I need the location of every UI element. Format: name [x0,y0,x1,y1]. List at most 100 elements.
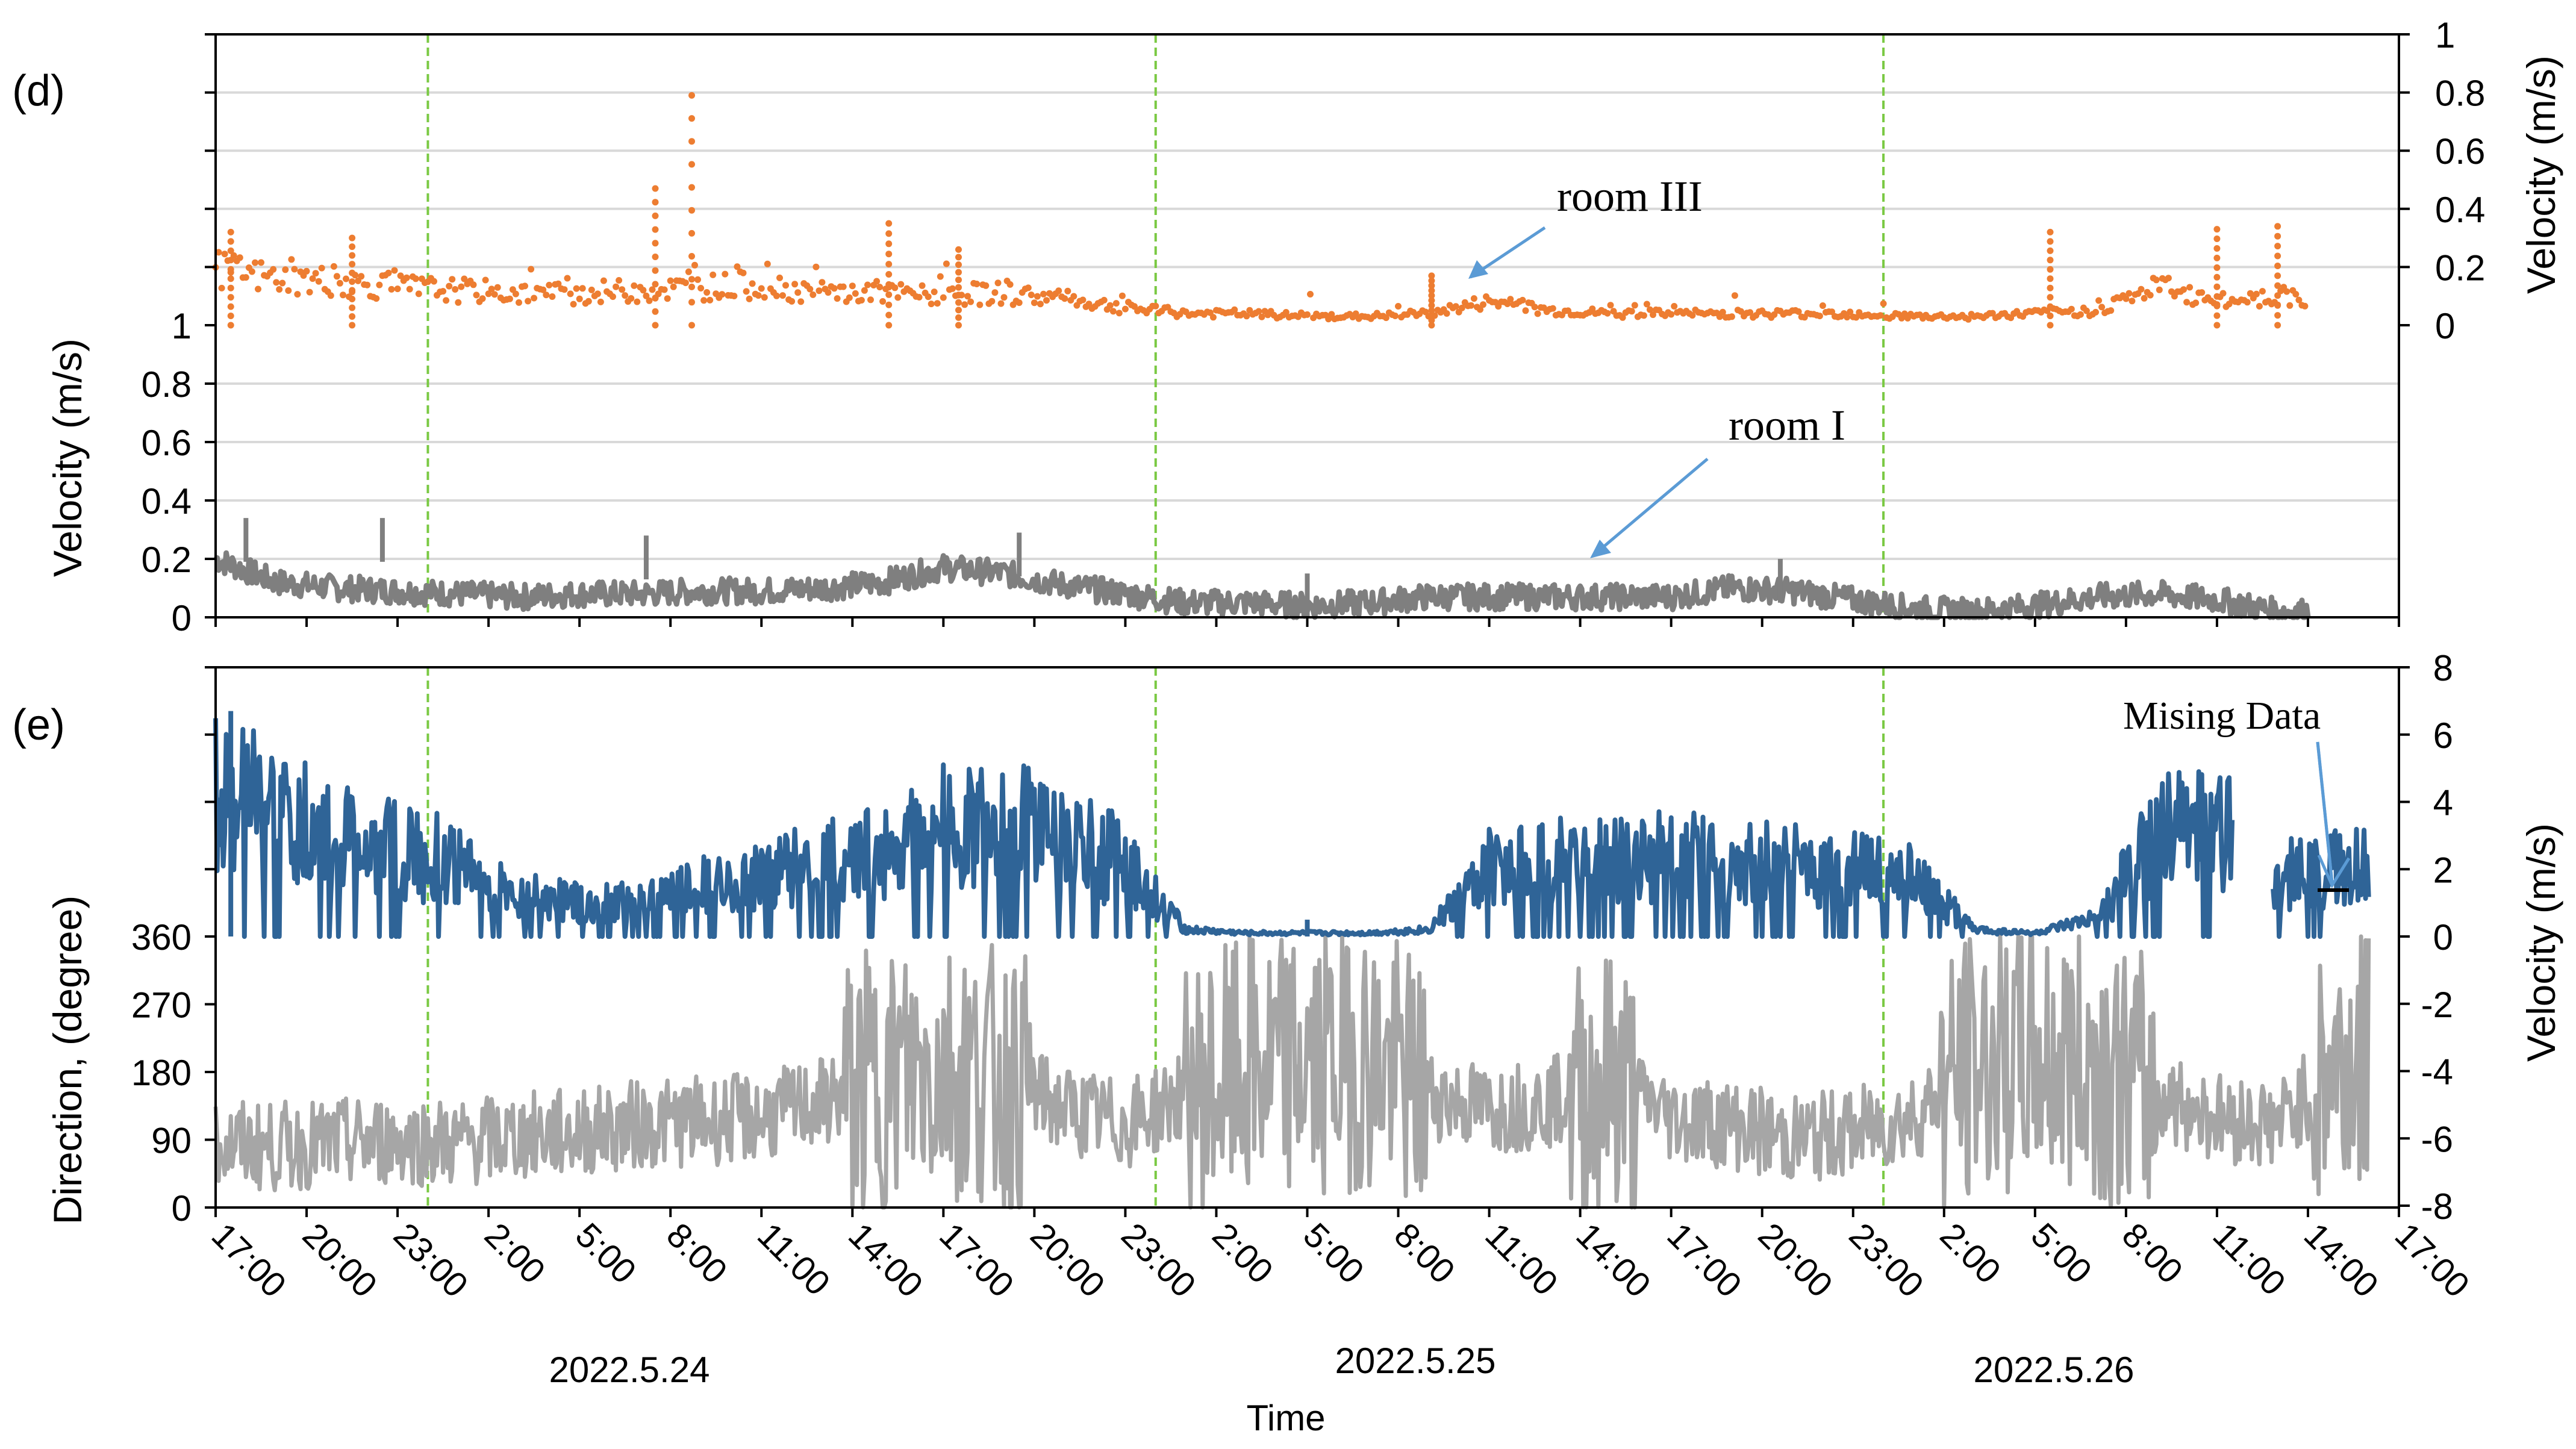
room-iii-point-75 [440,288,447,295]
room-iii-peak-6-5 [1428,297,1435,304]
room-iii-point-162 [703,289,711,296]
panel-e-left-ticks: 0 90 180 270 360 [131,666,216,1229]
room-iii-peak-9-10 [2274,223,2281,230]
room-iii-point-199 [816,287,823,294]
room-iii-point-211 [852,290,859,297]
room-iii-peak-1-7 [349,261,356,268]
room-iii-point-176 [746,295,753,302]
e-left-tick-label-0: 0 [172,1188,192,1229]
room-iii-point-271 [1034,293,1041,300]
room-iii-point-254 [982,282,990,289]
room-iii-point-34 [315,278,322,285]
d-left-tick-label-1: 0.2 [142,540,192,580]
room-iii-point-135 [622,292,629,299]
room-iii-peak-5-0 [955,322,962,329]
room-iii-peak-0-10 [227,228,234,235]
room-iii-point-171 [731,293,738,299]
room-iii-point-185 [773,292,780,299]
room-iii-point-500 [1728,313,1735,320]
room-iii-peak-8-7 [2213,254,2221,261]
room-iii-point-190 [788,298,796,305]
room-iii-point-655 [2198,289,2206,296]
room-iii-point-78 [449,276,456,283]
room-iii-point-134 [619,286,626,293]
room-iii-point-539 [1847,308,1854,316]
room-iii-peak-0-0 [227,322,234,329]
room-iii-point-635 [2138,285,2145,293]
room-iii-point-187 [779,292,786,299]
room-iii-point-50 [364,281,371,288]
room-iii-peak-7-10 [2047,228,2054,235]
room-iii-point-675 [2259,288,2266,295]
panel-d-right-ticks: 0 0.2 0.4 0.6 0.8 1 [2399,15,2485,346]
room-iii-point-41 [336,279,343,287]
room-iii-point-88 [479,295,486,302]
room-iii-point-110 [546,281,553,288]
room-iii-label: room III [1557,172,1703,220]
room-iii-peak-6-10 [1428,272,1435,279]
room-iii-point-501 [1731,292,1738,299]
room-iii-peak-3-4 [688,229,695,237]
room-iii-point-12 [248,268,255,275]
room-iii-point-213 [858,297,865,304]
room-iii-point-141 [640,287,647,294]
room-iii-point-205 [834,295,841,302]
d-left-tick-label-3: 0.6 [142,423,192,463]
room-iii-series [212,92,2309,329]
room-iii-point-625 [2107,307,2115,314]
room-iii-peak-4-4 [885,281,893,288]
room-iii-point-142 [643,292,650,299]
room-iii-peak-6-4 [1428,302,1435,309]
d-left-tick-label-5: 1 [172,306,192,346]
room-iii-point-239 [937,273,944,280]
room-iii-point-644 [2165,275,2172,282]
room-iii-point-64 [406,285,413,293]
room-iii-point-155 [682,279,689,287]
room-iii-point-414 [1467,302,1474,309]
room-iii-point-460 [1607,302,1614,309]
room-iii-peak-4-5 [885,271,893,278]
room-iii-point-85 [470,281,477,288]
room-iii-point-19 [270,266,277,273]
room-iii-point-81 [458,283,465,290]
room-iii-point-236 [928,301,935,308]
room-iii-point-38 [327,292,334,299]
room-iii-peak-5-9 [955,254,962,261]
room-iii-point-72 [431,278,437,285]
room-iii-peak-4-2 [885,301,893,308]
room-iii-point-233 [918,282,926,289]
room-iii-point-247 [961,301,968,308]
room-iii-point-310 [1152,302,1159,310]
room-iii-annotation: room III [1468,172,1703,279]
room-iii-point-210 [849,282,856,290]
room-iii-point-268 [1024,284,1032,291]
room-iii-peak-7-6 [2047,266,2054,273]
room-iii-point-164 [709,271,717,278]
room-iii-point-684 [2286,302,2294,309]
room-iii-point-191 [791,281,799,288]
room-iii-point-149 [664,295,671,302]
room-iii-peak-5-1 [955,314,962,321]
room-iii-point-2 [218,284,225,291]
room-iii-point-225 [894,294,902,301]
room-iii-point-27 [294,291,301,298]
room-iii-point-260 [1000,294,1008,301]
room-iii-peak-8-3 [2213,293,2221,300]
room-iii-point-541 [1853,314,1860,321]
e-right-tick-label-1: -6 [2421,1119,2453,1159]
panel-d-right-axis-title: Velocity (m/s) [2519,55,2563,294]
room-iii-point-361 [1307,291,1314,298]
room-iii-point-436 [1534,310,1541,317]
missing-data-annotation: Mising Data [2123,694,2351,892]
room-iii-point-248 [964,293,971,300]
room-iii-point-265 [1015,299,1023,307]
room-iii-peak-2-3 [652,281,659,288]
room-iii-point-481 [1671,303,1678,310]
panel-e-right-ticks: -8 -6 -4 -2 0 2 4 6 8 [2399,648,2453,1227]
room-iii-point-298 [1115,310,1123,317]
room-iii-point-43 [343,275,349,282]
room-iii-point-33 [312,270,319,277]
room-iii-point-157 [688,283,695,290]
room-iii-point-235 [925,293,932,301]
room-iii-point-300 [1121,305,1129,313]
